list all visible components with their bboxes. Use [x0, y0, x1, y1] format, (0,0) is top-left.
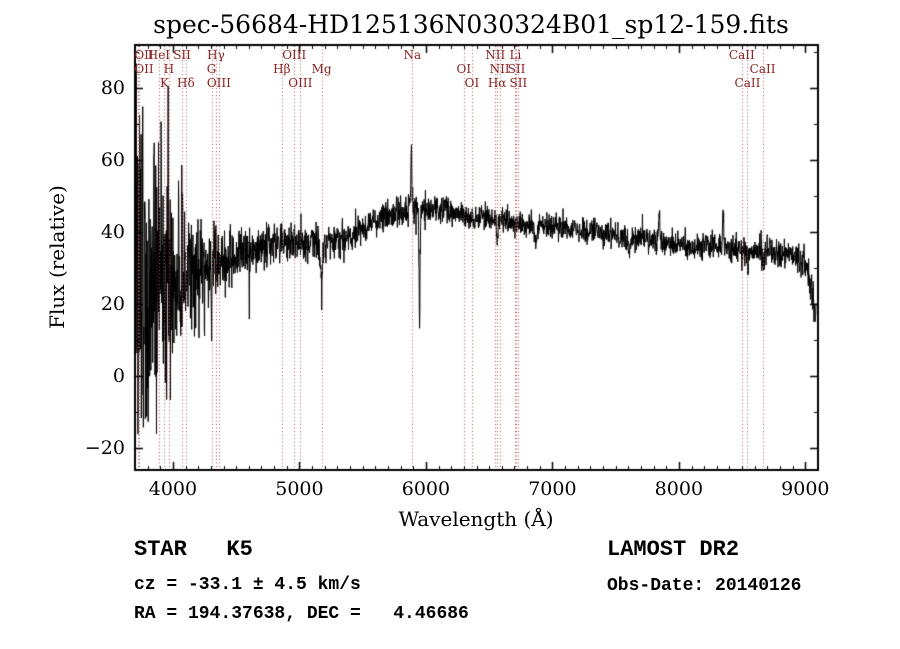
spectral-line-label-hα: Hα [487, 76, 507, 90]
spectral-line-label-li: Li [509, 48, 522, 62]
spectral-line-label-hei: HeI [147, 48, 171, 62]
spectral-line-label-caii: CaII [749, 62, 776, 76]
x-axis-label: Wavelength (Å) [398, 507, 554, 531]
y-tick-label: 20 [100, 293, 125, 316]
spectral-line-label-oi: OI [464, 76, 480, 90]
coordinates: RA = 194.37638, DEC = 4.46686 [134, 604, 469, 624]
radial-velocity: cz = -33.1 ± 4.5 km/s [134, 575, 361, 595]
spectral-line-label-g: G [206, 62, 217, 76]
y-tick-label: 80 [100, 77, 125, 100]
spectral-line-label-hδ: Hδ [176, 76, 195, 90]
spectral-line-label-oiii: OIII [206, 76, 231, 90]
spectral-line-label-oiii: OIII [282, 48, 307, 62]
object-classification: STAR K5 [134, 537, 253, 562]
spectral-line-label-oiii: OIII [288, 76, 313, 90]
spectral-line-label-oii: OII [134, 48, 154, 62]
x-tick-label: 6000 [401, 478, 451, 500]
spectral-line-label-hβ: Hβ [273, 62, 291, 76]
spectral-line-label-h: H [163, 62, 175, 76]
plot-title: spec-56684-HD125136N030324B01_sp12-159.f… [153, 10, 789, 39]
spectral-line-label-sii: SII [173, 48, 191, 62]
y-tick-label: 60 [100, 149, 125, 172]
spectral-line-label-na: Na [403, 48, 422, 62]
x-tick-label: 5000 [275, 478, 324, 500]
x-tick-label: 9000 [781, 478, 830, 500]
spectral-line-label-sii: SII [507, 62, 526, 76]
spectral-line-label-hγ: Hγ [207, 48, 225, 62]
spectral-line-label-mg: Mg [311, 62, 332, 76]
spectral-line-label-nii: NII [489, 62, 510, 76]
y-tick-label: −20 [84, 437, 125, 460]
x-tick-label: 4000 [148, 478, 198, 500]
spectral-line-label-sii: SII [509, 76, 528, 90]
spectral-line-label-oii: OII [134, 62, 154, 76]
y-tick-label: 0 [112, 365, 125, 388]
spectral-line-label-nii: NII [485, 48, 506, 62]
observation-date: Obs-Date: 20140126 [607, 576, 802, 596]
y-tick-label: 40 [100, 221, 125, 244]
x-tick-label: 7000 [528, 478, 577, 500]
spectral-line-label-k: K [159, 76, 169, 90]
x-tick-label: 8000 [654, 478, 704, 500]
spectral-line-label-oi: OI [456, 62, 472, 76]
y-axis-label: Flux (relative) [45, 185, 69, 329]
spectral-line-label-caii: CaII [734, 76, 761, 90]
survey-release: LAMOST DR2 [607, 537, 740, 562]
spectral-line-label-caii: CaII [728, 48, 755, 62]
